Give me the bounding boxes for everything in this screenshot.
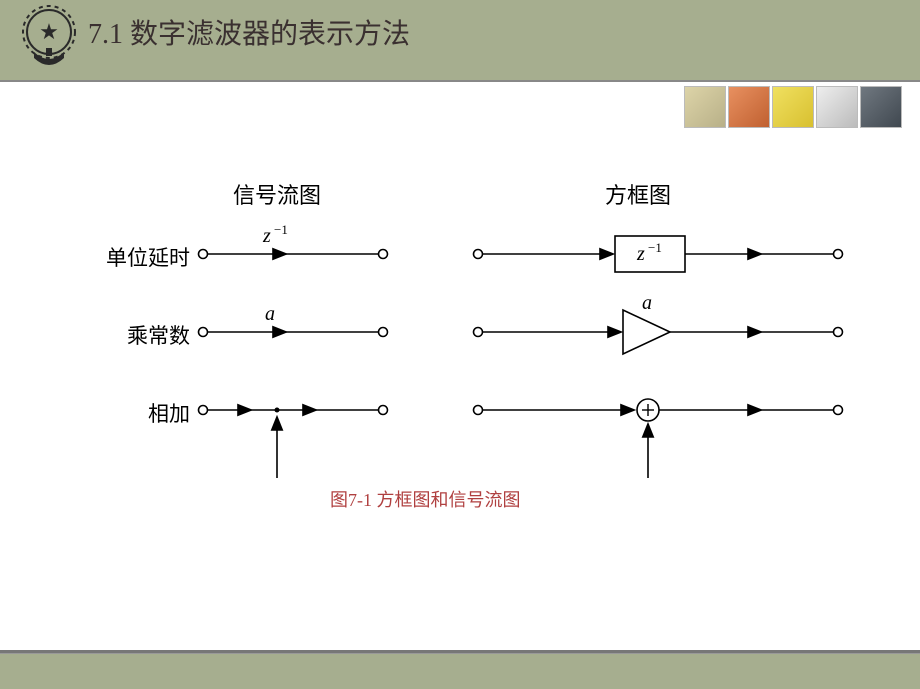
svg-text:a: a <box>642 292 652 314</box>
row-label-add: 相加 <box>100 398 190 428</box>
col-header-flow: 信号流图 <box>233 178 321 210</box>
page-title: 7.1 数字滤波器的表示方法 <box>88 12 410 52</box>
thumb-2 <box>728 86 770 128</box>
svg-text:z: z <box>262 225 271 247</box>
thumb-1 <box>684 86 726 128</box>
gear-star-logo: ★ <box>18 4 80 76</box>
col-header-block: 方框图 <box>605 178 671 210</box>
figure-caption: 图7-1 方框图和信号流图 <box>330 486 521 512</box>
thumb-4 <box>816 86 858 128</box>
svg-text:a: a <box>265 303 275 325</box>
diagram-area: 信号流图 方框图 单位延时 乘常数 相加 z −1 a <box>0 140 920 560</box>
svg-text:★: ★ <box>39 19 59 44</box>
flow-diagrams: z −1 a <box>195 210 455 510</box>
flow-mult: a <box>199 303 388 337</box>
row-label-delay: 单位延时 <box>100 242 190 272</box>
block-diagrams: z −1 a <box>470 210 870 510</box>
flow-add <box>199 406 388 479</box>
header-bar: ★ 7.1 数字滤波器的表示方法 <box>0 0 920 82</box>
thumb-3 <box>772 86 814 128</box>
footer-bar <box>0 653 920 689</box>
block-delay: z −1 <box>474 236 843 272</box>
block-add <box>474 399 843 478</box>
svg-text:z: z <box>636 243 645 265</box>
thumbnail-strip <box>684 86 902 128</box>
svg-text:−1: −1 <box>648 240 662 255</box>
svg-text:−1: −1 <box>274 222 288 237</box>
row-label-mult: 乘常数 <box>100 320 190 350</box>
flow-delay: z −1 <box>199 222 388 259</box>
thumb-5 <box>860 86 902 128</box>
block-mult: a <box>474 292 843 354</box>
